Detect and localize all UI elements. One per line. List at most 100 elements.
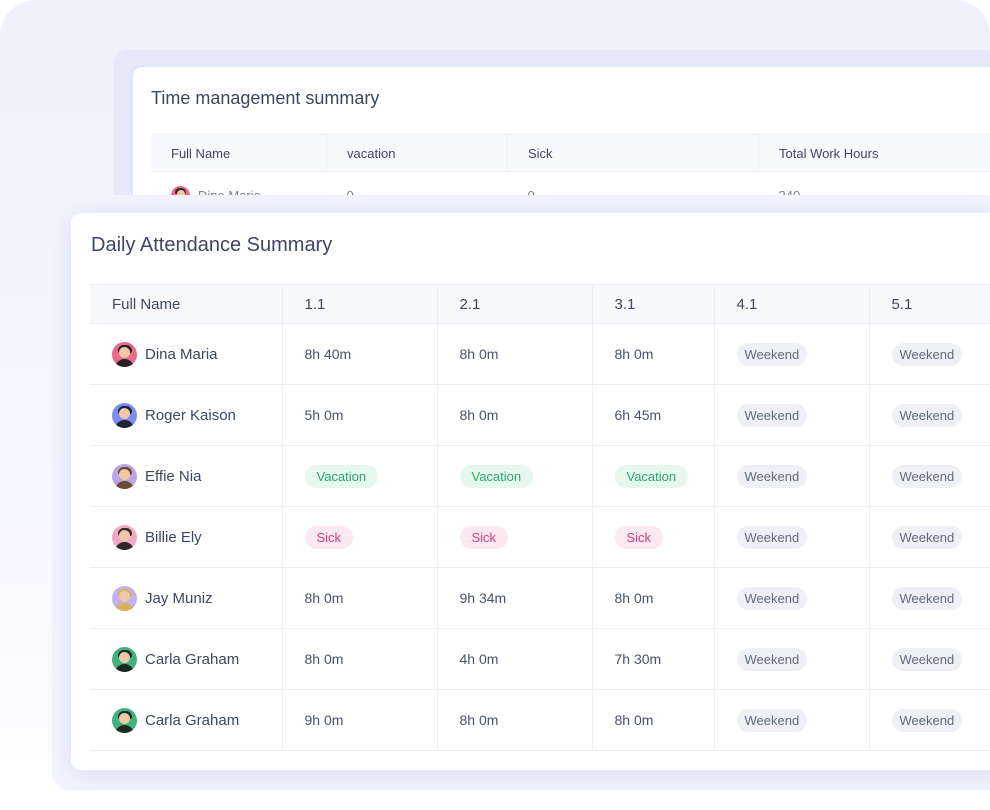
person-name: Effie Nia	[145, 467, 202, 485]
day-cell: 6h 45m	[592, 384, 715, 446]
person-name: Billie Ely	[145, 528, 202, 546]
day-cell: Weekend	[869, 445, 990, 507]
day-cell: Sick	[437, 506, 593, 568]
column-header-vacation[interactable]: vacation	[326, 134, 508, 172]
day-cell: Vacation	[592, 445, 715, 507]
day-cell: Weekend	[869, 567, 990, 629]
avatar	[112, 707, 137, 733]
day-cell: Sick	[282, 506, 438, 568]
avatar	[112, 585, 137, 611]
table-row[interactable]: Billie Ely Sick Sick Sick Weekend Weekend	[90, 506, 990, 568]
day-cell: Weekend	[869, 506, 990, 568]
person-name: Carla Graham	[145, 650, 240, 668]
weekend-badge: Weekend	[891, 464, 963, 488]
day-cell: Vacation	[437, 445, 593, 507]
weekend-badge: Weekend	[736, 403, 808, 427]
daily-attendance-title: Daily Attendance Summary	[91, 234, 333, 256]
table-row[interactable]: Jay Muniz 8h 0m 9h 34m 8h 0m Weekend Weekend	[90, 567, 990, 629]
daily-attendance-table: Full Name 1.1 2.1 3.1 4.1 5.1 Dina Maria…	[90, 284, 990, 751]
day-cell: Vacation	[282, 445, 438, 507]
vacation-badge: Vacation	[614, 464, 689, 488]
day-cell: Weekend	[714, 384, 870, 446]
weekend-badge: Weekend	[891, 342, 963, 366]
weekend-badge: Weekend	[891, 647, 963, 671]
column-header-day[interactable]: 2.1	[437, 284, 593, 324]
day-cell: Weekend	[714, 445, 870, 507]
name-cell: Jay Muniz	[90, 567, 283, 629]
day-cell: Sick	[592, 506, 715, 568]
day-cell: 5h 0m	[282, 384, 438, 446]
day-cell: 9h 0m	[282, 689, 438, 751]
column-header-day[interactable]: 3.1	[592, 284, 715, 324]
day-cell: Weekend	[714, 567, 870, 629]
weekend-badge: Weekend	[736, 525, 808, 549]
column-header-day[interactable]: 5.1	[869, 284, 990, 324]
day-cell: 8h 0m	[592, 567, 715, 629]
time-management-table: Full Name vacation Sick Total Work Hours…	[151, 134, 990, 218]
column-header-total-work-hours[interactable]: Total Work Hours	[758, 134, 990, 172]
weekend-badge: Weekend	[891, 586, 963, 610]
name-cell: Dina Maria	[90, 323, 283, 385]
weekend-badge: Weekend	[891, 708, 963, 732]
avatar	[112, 524, 137, 550]
sick-badge: Sick	[614, 525, 664, 549]
person-name: Dina Maria	[145, 345, 218, 363]
name-cell: Carla Graham	[90, 689, 283, 751]
avatar	[112, 341, 137, 367]
day-cell: 8h 0m	[437, 323, 593, 385]
person-name: Carla Graham	[145, 711, 240, 729]
weekend-badge: Weekend	[891, 403, 963, 427]
sick-badge: Sick	[459, 525, 509, 549]
name-cell: Carla Graham	[90, 628, 283, 690]
column-header-full-name[interactable]: Full Name	[90, 284, 283, 324]
table-header-row: Full Name vacation Sick Total Work Hours	[151, 134, 990, 172]
day-cell: 8h 0m	[592, 323, 715, 385]
avatar	[112, 402, 137, 428]
day-cell: 9h 34m	[437, 567, 593, 629]
day-cell: Weekend	[869, 628, 990, 690]
day-cell: 8h 40m	[282, 323, 438, 385]
weekend-badge: Weekend	[736, 464, 808, 488]
vacation-badge: Vacation	[459, 464, 534, 488]
day-cell: Weekend	[714, 506, 870, 568]
avatar	[112, 646, 137, 672]
day-cell: 8h 0m	[282, 567, 438, 629]
person-name: Jay Muniz	[145, 589, 213, 607]
time-management-title: Time management summary	[151, 88, 380, 108]
column-header-day[interactable]: 1.1	[282, 284, 438, 324]
day-cell: Weekend	[869, 384, 990, 446]
weekend-badge: Weekend	[736, 586, 808, 610]
day-cell: Weekend	[869, 323, 990, 385]
day-cell: 7h 30m	[592, 628, 715, 690]
name-cell: Roger Kaison	[90, 384, 283, 446]
table-row[interactable]: Roger Kaison 5h 0m 8h 0m 6h 45m Weekend Weeke…	[90, 384, 990, 446]
column-header-sick[interactable]: Sick	[507, 134, 759, 172]
column-header-day[interactable]: 4.1	[714, 284, 870, 324]
table-row[interactable]: Carla Graham 9h 0m 8h 0m 8h 0m Weekend Weeken…	[90, 689, 990, 751]
table-row[interactable]: Dina Maria 8h 40m 8h 0m 8h 0m Weekend Weekend	[90, 323, 990, 385]
name-cell: Effie Nia	[90, 445, 283, 507]
name-cell: Billie Ely	[90, 506, 283, 568]
daily-attendance-card: Daily Attendance Summary Full Name 1.1 2…	[71, 213, 990, 770]
person-name: Roger Kaison	[145, 406, 236, 424]
day-cell: Weekend	[869, 689, 990, 751]
day-cell: Weekend	[714, 628, 870, 690]
weekend-badge: Weekend	[891, 525, 963, 549]
sick-badge: Sick	[304, 525, 354, 549]
day-cell: Weekend	[714, 323, 870, 385]
day-cell: Weekend	[714, 689, 870, 751]
weekend-badge: Weekend	[736, 708, 808, 732]
day-cell: 8h 0m	[282, 628, 438, 690]
weekend-badge: Weekend	[736, 342, 808, 366]
day-cell: 8h 0m	[437, 384, 593, 446]
day-cell: 8h 0m	[592, 689, 715, 751]
table-row[interactable]: Effie Nia Vacation Vacation Vacation Weekend…	[90, 445, 990, 507]
weekend-badge: Weekend	[736, 647, 808, 671]
day-cell: 4h 0m	[437, 628, 593, 690]
table-header-row: Full Name 1.1 2.1 3.1 4.1 5.1	[90, 284, 990, 324]
day-cell: 8h 0m	[437, 689, 593, 751]
column-header-full-name[interactable]: Full Name	[151, 134, 327, 172]
table-row[interactable]: Carla Graham 8h 0m 4h 0m 7h 30m Weekend Weeke…	[90, 628, 990, 690]
avatar	[112, 463, 137, 489]
vacation-badge: Vacation	[304, 464, 379, 488]
